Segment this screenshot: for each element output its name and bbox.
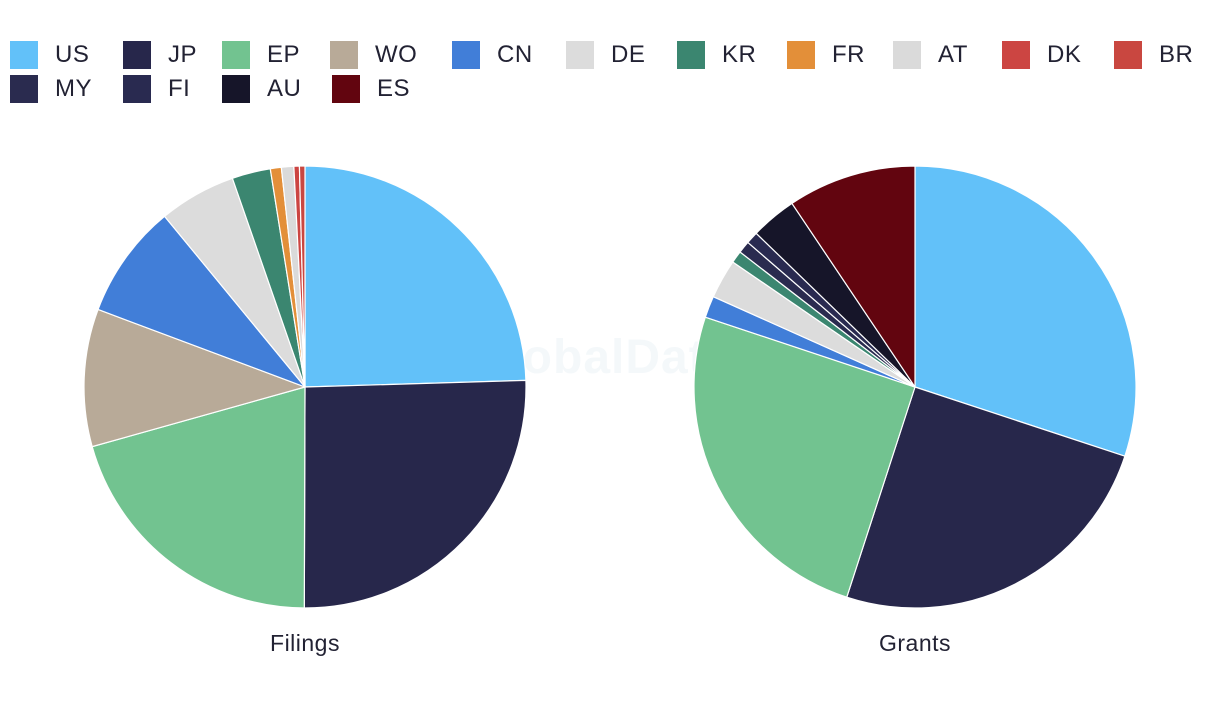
slice-filings-us[interactable] (304, 165, 527, 388)
legend-label: WO (375, 41, 418, 68)
legend-label: KR (722, 41, 757, 68)
slice-filings-ep[interactable] (91, 386, 306, 609)
legend-item-kr[interactable]: KR (677, 40, 756, 70)
legend-label: FR (832, 41, 865, 68)
legend-label: MY (55, 75, 92, 102)
legend-item-jp[interactable]: JP (123, 40, 197, 70)
legend-swatch (566, 41, 594, 69)
legend-label: US (55, 41, 90, 68)
legend-item-at[interactable]: AT (893, 40, 968, 70)
legend-item-dk[interactable]: DK (1002, 40, 1081, 70)
legend-item-my[interactable]: MY (10, 74, 92, 104)
legend-item-ep[interactable]: EP (222, 40, 300, 70)
legend-item-de[interactable]: DE (566, 40, 645, 70)
legend-item-fi[interactable]: FI (123, 74, 190, 104)
legend-label: EP (267, 41, 301, 68)
pie-grants (693, 165, 1137, 609)
slice-grants-us[interactable] (914, 165, 1137, 457)
legend-item-wo[interactable]: WO (330, 40, 417, 70)
legend-label: AU (267, 75, 302, 102)
legend-swatch (330, 41, 358, 69)
pie-filings (83, 165, 527, 609)
slice-filings-jp[interactable] (303, 379, 527, 609)
legend-item-cn[interactable]: CN (452, 40, 533, 70)
legend-swatch (893, 41, 921, 69)
slice-grants-ep[interactable] (693, 316, 916, 598)
legend-swatch (1002, 41, 1030, 69)
legend-swatch (332, 75, 360, 103)
legend-swatch (123, 75, 151, 103)
legend-swatch (787, 41, 815, 69)
legend-label: ES (377, 75, 411, 102)
pie-title-grants: Grants (879, 630, 951, 656)
legend-label: CN (497, 41, 533, 68)
legend-swatch (10, 41, 38, 69)
legend-label: JP (168, 41, 198, 68)
slice-filings-br[interactable] (298, 165, 306, 388)
legend-swatch (222, 75, 250, 103)
legend-item-fr[interactable]: FR (787, 40, 865, 70)
legend-item-au[interactable]: AU (222, 74, 301, 104)
legend-label: DE (611, 41, 646, 68)
slice-filings-wo[interactable] (83, 308, 306, 448)
legend-label: BR (1159, 41, 1194, 68)
legend-label: FI (168, 75, 191, 102)
pie-title-filings: Filings (270, 630, 340, 656)
slice-filings-cn[interactable] (97, 215, 306, 388)
slice-grants-es[interactable] (791, 165, 916, 388)
legend-swatch (1114, 41, 1142, 69)
legend-swatch (123, 41, 151, 69)
legend-swatch (10, 75, 38, 103)
legend-label: AT (938, 41, 968, 68)
legend-swatch (222, 41, 250, 69)
legend-swatch (452, 41, 480, 69)
legend-item-us[interactable]: US (10, 40, 89, 70)
legend-item-br[interactable]: BR (1114, 40, 1193, 70)
legend-label: DK (1047, 41, 1082, 68)
slice-grants-jp[interactable] (846, 386, 1126, 609)
legend-item-es[interactable]: ES (332, 74, 410, 104)
legend-swatch (677, 41, 705, 69)
